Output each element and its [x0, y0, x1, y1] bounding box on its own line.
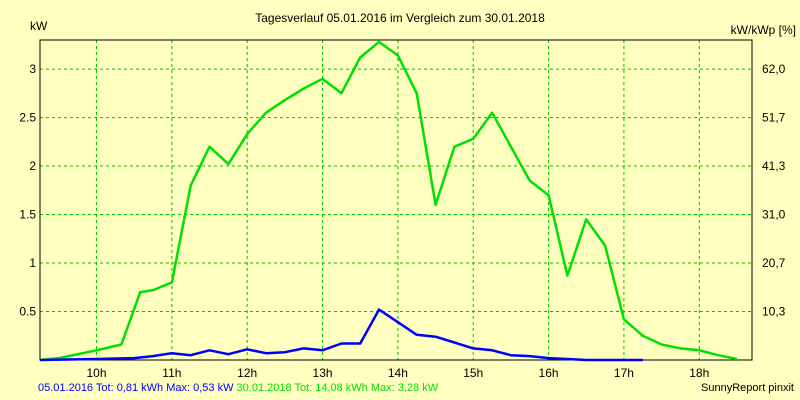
y-tick-label-right: 20,7	[762, 256, 786, 270]
y-tick-label-left: 0.5	[19, 305, 36, 319]
y-tick-label-right: 51,7	[762, 111, 786, 125]
legend-series-2: 30.01.2018 Tot: 14,08 kWh Max: 3,28 kW	[236, 382, 439, 394]
x-tick-label: 14h	[388, 366, 408, 380]
y-tick-label-left: 1	[29, 256, 36, 270]
plot-frame	[39, 39, 753, 361]
series-line-2016	[39, 308, 643, 362]
y-tick-label-left: 2	[29, 159, 36, 173]
y-axis-left-label: kW	[30, 19, 48, 33]
x-tick-label: 12h	[237, 366, 257, 380]
x-tick-label: 17h	[614, 366, 634, 380]
x-tick-label: 15h	[463, 366, 483, 380]
axis-tick-labels: 10h 11h 12h 13h 14h 15h 16h 17h 18h 0.5 10,3 1 20,7 1…	[19, 62, 785, 380]
chart-title: Tagesverlauf 05.01.2016 im Vergleich zum…	[255, 11, 545, 25]
y-tick-label-left: 1.5	[19, 208, 36, 222]
x-tick-label: 10h	[86, 366, 106, 380]
legend-series-1: 05.01.2016 Tot: 0,81 kWh Max: 0,53 kW	[38, 382, 234, 394]
credit-text: SunnyReport pinxit	[701, 382, 794, 394]
y-tick-label-left: 3	[29, 62, 36, 76]
series-line-2018	[39, 40, 738, 362]
footer-legend: 05.01.2016 Tot: 0,81 kWh Max: 0,53 kW 30…	[38, 382, 438, 394]
x-tick-label: 16h	[539, 366, 559, 380]
x-tick-label: 13h	[313, 366, 333, 380]
y-tick-label-right: 41,3	[762, 159, 786, 173]
series-lines	[39, 40, 738, 362]
y-tick-label-right: 62,0	[762, 62, 786, 76]
grid-lines	[40, 40, 752, 360]
y-tick-label-right: 31,0	[762, 208, 786, 222]
y-tick-label-right: 10,3	[762, 305, 786, 319]
y-axis-right-label: kW/kWp [%]	[731, 23, 796, 37]
x-tick-label: 18h	[689, 366, 709, 380]
x-tick-label: 11h	[162, 366, 181, 380]
y-tick-label-left: 2.5	[19, 111, 36, 125]
